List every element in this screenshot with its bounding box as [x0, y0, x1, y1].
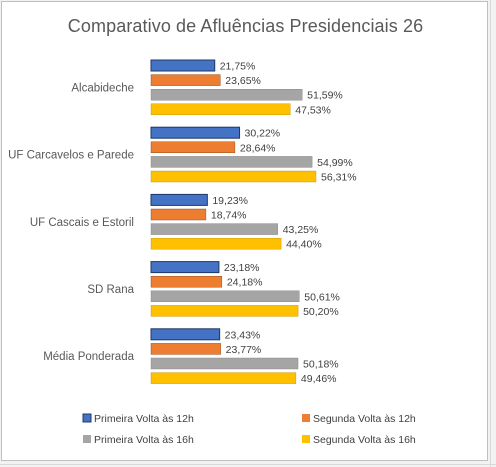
category-label: Média Ponderada: [43, 351, 134, 363]
bar: [150, 193, 208, 206]
legend-label: Primeira Volta às 12h: [94, 413, 194, 425]
bar: [150, 208, 207, 221]
data-label: 21,75%: [220, 61, 256, 73]
data-label: 47,53%: [295, 104, 331, 116]
bar: [150, 88, 303, 101]
bar: [150, 170, 317, 183]
legend-swatch: [302, 414, 310, 422]
data-label: 50,20%: [303, 306, 339, 318]
data-label: 54,99%: [317, 157, 353, 169]
bar: [150, 276, 223, 288]
bar: [150, 103, 291, 116]
chart-title: Comparativo de Afluências Presidenciais …: [67, 16, 424, 36]
data-label: 43,25%: [283, 224, 319, 236]
bar: [150, 305, 299, 317]
data-label: 19,23%: [212, 195, 248, 207]
data-label: 23,65%: [225, 75, 261, 87]
bar: [150, 343, 221, 355]
bar: [150, 357, 299, 370]
legend-swatch: [83, 435, 91, 443]
bar: [150, 223, 278, 235]
data-label: 50,61%: [304, 291, 340, 303]
data-label: 23,77%: [226, 344, 262, 356]
category-label: SD Rana: [87, 284, 134, 296]
data-label: 50,18%: [303, 359, 339, 371]
bar: [150, 126, 241, 139]
category-label: UF Cascais e Estoril: [30, 217, 134, 229]
legend-swatch: [302, 435, 310, 443]
data-label: 23,18%: [224, 262, 260, 274]
bar: [150, 141, 236, 154]
bar: [150, 261, 220, 274]
data-label: 18,74%: [211, 210, 247, 222]
data-label: 28,64%: [240, 142, 276, 154]
bar: [150, 156, 313, 168]
cell-gridline: [490, 0, 491, 467]
bar: [150, 237, 282, 250]
data-label: 56,31%: [321, 172, 357, 184]
bar-chart: Alcabideche 21,75% 23,65% 51,59% 47,53% UF Ca…: [8, 59, 416, 446]
bar: [150, 328, 221, 341]
legend-label: Segunda Volta às 16h: [313, 434, 416, 446]
data-label: 23,43%: [225, 329, 261, 341]
legend-swatch: [82, 413, 92, 423]
data-label: 49,46%: [301, 373, 337, 385]
legend-label: Segunda Volta às 12h: [313, 413, 416, 425]
data-label: 30,22%: [245, 128, 281, 140]
bar: [150, 59, 216, 72]
bar: [150, 74, 221, 86]
data-label: 24,18%: [227, 277, 263, 289]
category-label: UF Carcavelos e Parede: [8, 150, 134, 162]
chart-area[interactable]: Comparativo de Afluências Presidenciais …: [1, 1, 488, 461]
bar: [150, 290, 300, 302]
category-label: Alcabideche: [71, 82, 134, 94]
cell-gridline: [0, 464, 496, 465]
bar: [150, 372, 297, 384]
legend-label: Primeira Volta às 16h: [94, 434, 194, 446]
data-label: 51,59%: [307, 90, 343, 102]
data-label: 44,40%: [286, 239, 322, 251]
